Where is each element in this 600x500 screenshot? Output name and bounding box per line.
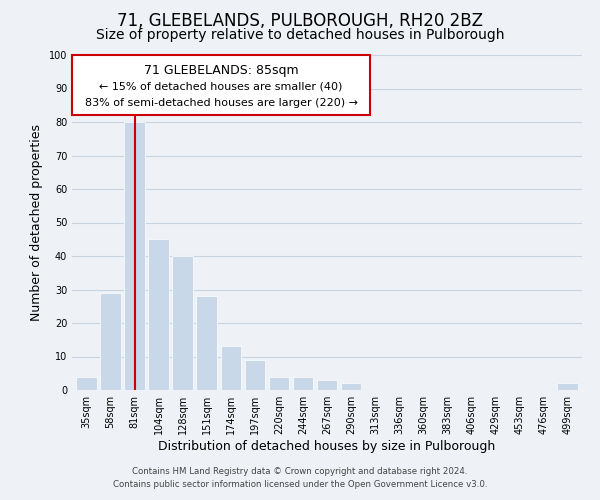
Bar [196,296,217,390]
Bar [341,384,361,390]
Text: ← 15% of detached houses are smaller (40): ← 15% of detached houses are smaller (40… [100,82,343,92]
Text: 71 GLEBELANDS: 85sqm: 71 GLEBELANDS: 85sqm [144,64,298,76]
Text: Contains HM Land Registry data © Crown copyright and database right 2024.
Contai: Contains HM Land Registry data © Crown c… [113,467,487,489]
Text: Size of property relative to detached houses in Pulborough: Size of property relative to detached ho… [96,28,504,42]
Bar [124,122,145,390]
Bar [148,240,169,390]
Bar [221,346,241,390]
Bar [245,360,265,390]
Text: 71, GLEBELANDS, PULBOROUGH, RH20 2BZ: 71, GLEBELANDS, PULBOROUGH, RH20 2BZ [117,12,483,30]
FancyBboxPatch shape [72,55,370,116]
Bar [76,376,97,390]
Bar [269,376,289,390]
Bar [557,384,578,390]
Bar [317,380,337,390]
Text: 83% of semi-detached houses are larger (220) →: 83% of semi-detached houses are larger (… [85,98,358,108]
X-axis label: Distribution of detached houses by size in Pulborough: Distribution of detached houses by size … [158,440,496,453]
Bar [100,293,121,390]
Bar [293,376,313,390]
Bar [172,256,193,390]
Y-axis label: Number of detached properties: Number of detached properties [30,124,43,321]
